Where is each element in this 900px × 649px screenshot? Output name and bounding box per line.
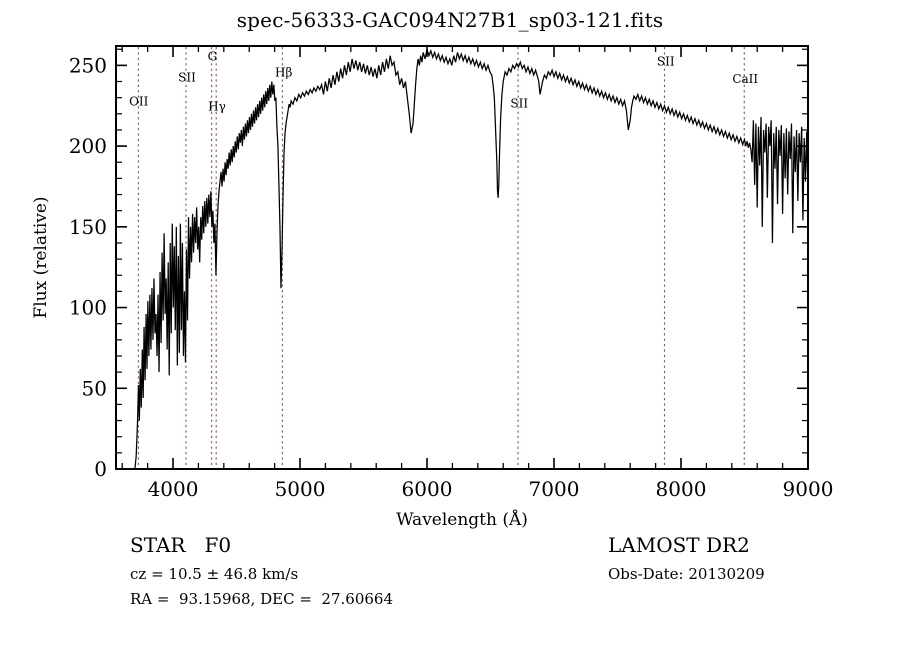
obs-date-line: Obs-Date: 20130209 — [608, 565, 765, 583]
spectral-line-markers — [137, 47, 745, 468]
redshift-line: cz = 10.5 ± 46.8 km/s — [130, 565, 299, 583]
spectral-line-label: SII — [178, 71, 196, 85]
x-tick-label: 7000 — [529, 477, 580, 501]
x-tick-label: 8000 — [656, 477, 707, 501]
y-tick-label: 250 — [69, 53, 107, 77]
object-type-line: STAR F0 — [130, 533, 232, 557]
x-tick-label: 9000 — [783, 477, 834, 501]
y-axis-tick-labels: 0 50 100 150 200 250 — [69, 53, 107, 481]
y-tick-label: 0 — [94, 457, 107, 481]
spectral-line-label: OII — [129, 95, 149, 109]
axis-titles: Wavelength (Å) Flux (relative) — [31, 196, 528, 530]
spectral-line-label: SII — [657, 54, 675, 68]
x-axis-title: Wavelength (Å) — [396, 509, 528, 530]
spectral-line-label: SII — [510, 96, 528, 110]
object-info-panel: STAR F0 cz = 10.5 ± 46.8 km/s RA = 93.15… — [130, 532, 560, 612]
spectral-line-labels: OII SII G Hγ Hβ SII SII CaII — [129, 50, 758, 114]
spectrum-trace — [116, 48, 809, 470]
plot-frame — [115, 45, 809, 470]
plot-border — [115, 45, 809, 470]
x-axis-tick-labels: 4000 5000 6000 7000 8000 9000 — [148, 477, 834, 501]
y-axis-title: Flux (relative) — [31, 196, 51, 318]
x-tick-label: 4000 — [148, 477, 199, 501]
survey-line: LAMOST DR2 — [608, 533, 750, 557]
y-tick-label: 150 — [69, 215, 107, 239]
x-tick-label: 5000 — [275, 477, 326, 501]
axis-ticks — [116, 46, 809, 470]
flux-polyline — [116, 48, 809, 470]
y-tick-label: 50 — [82, 376, 107, 400]
spectral-line-label: Hγ — [208, 100, 226, 114]
x-tick-label: 6000 — [402, 477, 453, 501]
y-tick-label: 200 — [69, 134, 107, 158]
survey-info-panel: LAMOST DR2 Obs-Date: 20130209 — [608, 532, 878, 587]
spectral-line-label: CaII — [732, 72, 758, 86]
y-tick-label: 100 — [69, 296, 107, 320]
page-title: spec-56333-GAC094N27B1_sp03-121.fits — [236, 8, 664, 32]
coordinates-line: RA = 93.15968, DEC = 27.60664 — [130, 590, 394, 608]
spectral-line-label: G — [208, 50, 218, 64]
spectral-line-label: Hβ — [275, 66, 292, 80]
